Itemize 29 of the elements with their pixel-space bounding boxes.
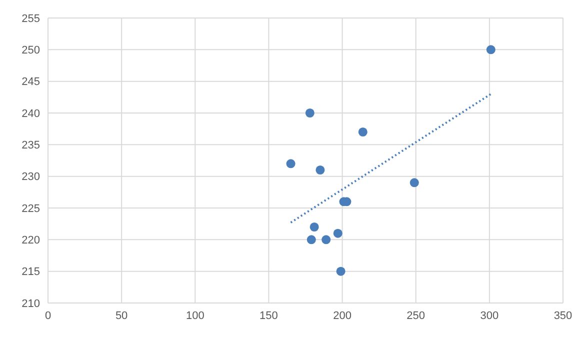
point: [336, 266, 346, 276]
y-tick-label: 235: [22, 140, 40, 152]
point: [286, 159, 296, 168]
y-tick-label: 240: [22, 108, 40, 120]
x-tick-label: 200: [333, 310, 352, 322]
point: [322, 235, 331, 244]
x-tick-label: 350: [554, 310, 572, 322]
y-tick-label: 215: [22, 266, 40, 278]
point: [310, 222, 319, 232]
point: [333, 228, 342, 238]
point: [410, 178, 419, 188]
x-tick-label: 300: [480, 310, 499, 322]
y-tick-label: 230: [22, 171, 40, 184]
point: [305, 108, 314, 118]
point: [358, 127, 368, 137]
x-tick-label: 100: [186, 310, 204, 322]
y-tick-label: 220: [22, 234, 40, 247]
x-tick-label: 150: [260, 310, 278, 322]
point: [306, 235, 316, 244]
y-tick-label: 255: [22, 12, 40, 25]
x-tick-label: 50: [115, 310, 128, 322]
x-tick-label: 0: [44, 310, 52, 322]
y-tick-label: 225: [22, 202, 40, 215]
y-tick-label: 245: [22, 76, 40, 88]
y-tick-label: 250: [22, 44, 40, 57]
x-tick-label: 250: [406, 310, 426, 322]
y-tick-label: 210: [22, 298, 40, 310]
point: [486, 45, 496, 54]
point: [316, 165, 325, 175]
